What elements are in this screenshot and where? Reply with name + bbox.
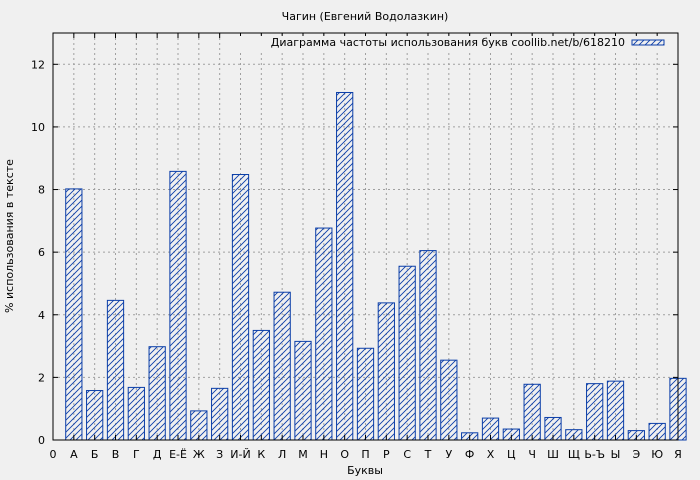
- x-tick-label: Х: [487, 448, 495, 461]
- x-tick-label: У: [445, 448, 452, 461]
- y-tick-label: 10: [31, 121, 45, 134]
- bar-И-Й: [231, 174, 250, 441]
- y-tick-label: 6: [38, 246, 45, 259]
- x-tick-label: Щ: [568, 448, 580, 461]
- bar-С: [398, 265, 416, 441]
- bar-Л: [273, 291, 291, 441]
- bar-З: [211, 387, 229, 441]
- bar-У: [440, 359, 458, 441]
- bar-Т: [419, 250, 437, 441]
- x-tick-label: Э: [632, 448, 640, 461]
- x-tick-label: Т: [424, 448, 432, 461]
- bar-Г: [127, 386, 145, 441]
- x-tick-label: Ш: [547, 448, 559, 461]
- x-tick-label: Ь-Ъ: [584, 448, 605, 461]
- x-tick-label: С: [403, 448, 411, 461]
- y-tick-label: 8: [38, 184, 45, 197]
- bar-Ч: [523, 383, 541, 441]
- legend-label: Диаграмма частоты использования букв coo…: [271, 36, 625, 49]
- x-tick-label: Л: [278, 448, 286, 461]
- legend-swatch: [631, 39, 665, 46]
- x-tick-label: Б: [91, 448, 99, 461]
- x-tick-label: О: [340, 448, 349, 461]
- x-tick-label: Ч: [528, 448, 536, 461]
- y-tick-label: 0: [38, 434, 45, 447]
- y-tick-label: 12: [31, 58, 45, 71]
- x-tick-label: П: [361, 448, 369, 461]
- legend: Диаграмма частоты использования букв coo…: [240, 36, 670, 51]
- x-tick-label: Д: [153, 448, 162, 461]
- bar-Ь-Ъ: [586, 383, 604, 441]
- bar-В: [106, 299, 125, 441]
- x-tick-label: Н: [320, 448, 328, 461]
- x-tick-label: Е-Ё: [169, 448, 187, 461]
- x-tick-label: В: [112, 448, 120, 461]
- x-tick-label: Ж: [193, 448, 205, 461]
- x-tick-label: Ю: [651, 448, 663, 461]
- x-tick-label: Ф: [465, 448, 474, 461]
- bar-М: [294, 340, 312, 441]
- chart-title: Чагин (Евгений Водолазкин): [282, 10, 449, 23]
- x-tick-label: Г: [133, 448, 140, 461]
- x-tick-label: Я: [674, 448, 682, 461]
- x-tick-label: Ы: [611, 448, 621, 461]
- bar-Н: [315, 227, 333, 441]
- x-tick-label: З: [216, 448, 223, 461]
- x-tick-label: И-Й: [230, 448, 250, 461]
- x-tick-label: Ц: [507, 448, 516, 461]
- bar-О: [336, 91, 354, 441]
- bar-П: [356, 347, 375, 441]
- x-axis-label: Буквы: [347, 464, 383, 477]
- x-tick-label: А: [70, 448, 78, 461]
- bar-Р: [377, 302, 395, 441]
- x-tick-label: К: [257, 448, 265, 461]
- bar-Д: [148, 346, 166, 441]
- grid-lines: [53, 33, 678, 440]
- y-tick-label: 4: [38, 309, 45, 322]
- bar-К: [252, 329, 270, 441]
- y-tick-label: 2: [38, 371, 45, 384]
- y-axis-label: % использования в тексте: [3, 159, 16, 313]
- x-tick-label: 0: [50, 448, 57, 461]
- bar-А: [65, 188, 83, 441]
- x-tick-label: М: [298, 448, 308, 461]
- y-axis-ticks: 0 2 4 6 8 10 12: [31, 58, 678, 447]
- bar-Е-Ё: [169, 170, 187, 441]
- x-tick-label: Р: [383, 448, 390, 461]
- bar-Б: [86, 390, 104, 441]
- legend-background: [240, 36, 670, 51]
- bar-Ы: [606, 380, 625, 441]
